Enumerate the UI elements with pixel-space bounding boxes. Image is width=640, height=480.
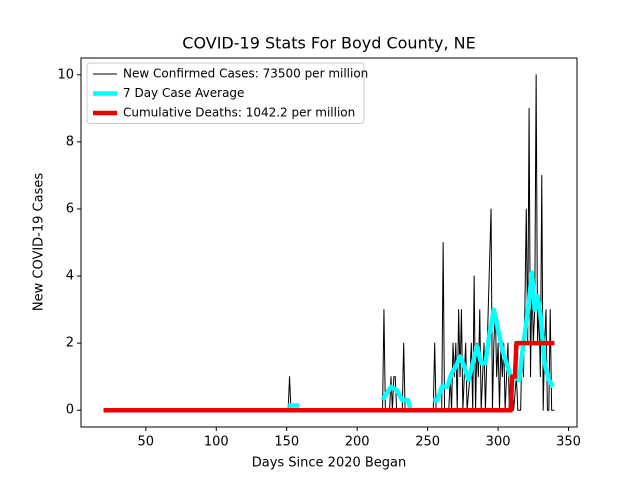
x-axis-label: Days Since 2020 Began	[252, 456, 407, 471]
x-tick-label: 150	[274, 435, 299, 450]
legend-box	[86, 62, 365, 124]
legend-label: 7 Day Case Average	[123, 86, 244, 100]
x-tick-label: 300	[486, 435, 511, 450]
legend-label: Cumulative Deaths: 1042.2 per million	[123, 106, 355, 120]
x-tick-label: 350	[556, 435, 581, 450]
y-axis-label: New COVID-19 Cases	[32, 173, 47, 311]
y-tick-label: 0	[66, 403, 74, 418]
y-tick-label: 2	[66, 336, 74, 351]
y-tick-label: 10	[57, 67, 74, 82]
y-tick-label: 4	[66, 269, 74, 284]
chart-title: COVID-19 Stats For Boyd County, NE	[182, 34, 475, 53]
y-tick-label: 6	[66, 201, 74, 216]
y-tick-label: 8	[66, 134, 74, 149]
series-line	[288, 270, 555, 411]
plot-frame	[80, 57, 578, 428]
legend: New Confirmed Cases: 73500 per million 7 …	[86, 62, 368, 124]
x-tick-label: 200	[345, 435, 370, 450]
x-tick-label: 100	[204, 435, 229, 450]
series-line	[103, 340, 555, 413]
legend-label: New Confirmed Cases: 73500 per million	[123, 67, 368, 81]
x-tick-label: 250	[415, 435, 440, 450]
x-tick-label: 50	[138, 435, 155, 450]
